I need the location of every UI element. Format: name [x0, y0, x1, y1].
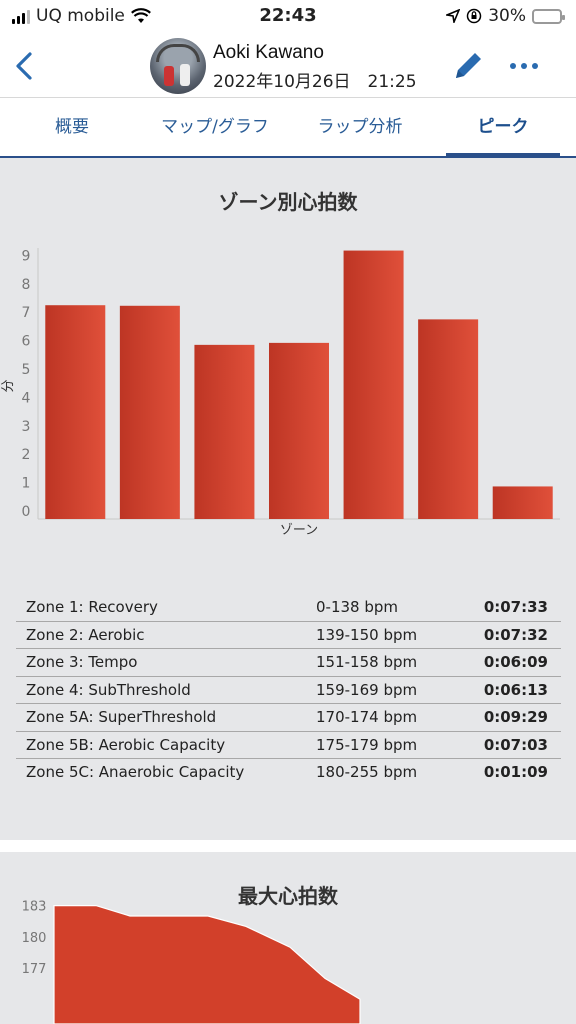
zone-range: 151-158 bpm [316, 653, 418, 671]
y-tick-label: 180 [22, 931, 47, 946]
back-icon[interactable] [10, 48, 40, 84]
y-tick-label: 177 [22, 962, 47, 977]
y-tick-label: 3 [22, 419, 31, 435]
zone-time: 0:07:32 [483, 625, 548, 644]
signal-icon [12, 8, 30, 24]
zone-time: 0:06:13 [483, 680, 548, 699]
zone-heart-rate-card: ゾーン別心拍数 0 1 2 3 4 5 6 7 8 9 分ゾーン Zone 1: Recovery 0… [0, 160, 576, 840]
zone-name: Zone 4: SubThreshold [26, 680, 191, 699]
battery-percent: 30% [488, 6, 526, 26]
x-axis-label: ゾーン [280, 523, 318, 538]
zone-row: Zone 5A: SuperThreshold 170-174 bpm 0:09:2… [16, 704, 561, 732]
avatar[interactable] [150, 38, 206, 94]
zone-time: 0:07:33 [483, 598, 548, 616]
zone-row: Zone 1: Recovery 0-138 bpm 0:07:33 [16, 594, 561, 622]
y-axis-label: 分 [1, 379, 16, 392]
bar-zone-3 [194, 344, 255, 519]
zone-table: Zone 1: Recovery 0-138 bpm 0:07:33 Zone 2: … [16, 594, 561, 787]
y-tick-label: 5 [22, 362, 31, 378]
tab-peak[interactable]: ピーク [446, 98, 560, 157]
max-hr-area [53, 905, 361, 1024]
pencil-icon[interactable] [448, 46, 488, 86]
zone-range: 159-169 bpm [316, 680, 418, 699]
battery-icon [532, 8, 565, 24]
zone-name: Zone 5B: Aerobic Capacity [26, 735, 226, 754]
tab-overview[interactable]: 概要 [55, 117, 89, 137]
bar-zone-5a [343, 250, 404, 519]
tab-map-graph[interactable]: マップ/グラフ [161, 117, 269, 137]
zone-row: Zone 4: SubThreshold 159-169 bpm 0:06:13 [16, 677, 561, 704]
status-bar: UQ mobile 22:43 30% [0, 0, 576, 34]
y-tick-label: 183 [22, 900, 47, 915]
tab-bar: 概要 マップ/グラフ ラップ分析 ピーク [0, 98, 576, 158]
zone-row: Zone 3: Tempo 151-158 bpm 0:06:09 [16, 649, 561, 677]
max-hr-title: 最大心拍数 [238, 884, 338, 908]
zone-name: Zone 3: Tempo [26, 653, 138, 671]
zone-name: Zone 5C: Anaerobic Capacity [26, 763, 245, 781]
zone-range: 180-255 bpm [316, 763, 418, 781]
zone-range: 0-138 bpm [316, 598, 399, 616]
y-tick-label: 8 [22, 277, 31, 293]
rotation-lock-icon [466, 8, 482, 24]
zone-name: Zone 1: Recovery [26, 598, 158, 616]
status-right: 30% [446, 6, 565, 26]
max-hr-area-chart: 183 180 177 [22, 900, 361, 1024]
zone-row: Zone 2: Aerobic 139-150 bpm 0:07:32 [16, 622, 561, 649]
carrier-name: UQ mobile [36, 6, 125, 26]
bar-zone-2 [119, 305, 180, 519]
y-tick-label: 6 [22, 334, 31, 350]
y-tick-label: 1 [22, 476, 31, 492]
zone-range: 170-174 bpm [316, 708, 418, 726]
user-name: Aoki Kawano [213, 42, 324, 63]
zone-time: 0:06:09 [483, 653, 548, 671]
bar-zone-4 [269, 342, 329, 519]
y-tick-label: 4 [22, 390, 31, 406]
section-divider [0, 840, 576, 852]
location-icon [446, 9, 461, 23]
zone-range: 175-179 bpm [316, 735, 418, 754]
more-options-icon[interactable] [510, 54, 550, 78]
activity-header: Aoki Kawano 2022年10月26日 21:25 [0, 34, 576, 98]
zone-time: 0:07:03 [483, 735, 548, 754]
zone-range: 139-150 bpm [316, 625, 418, 644]
zone-row: Zone 5B: Aerobic Capacity 175-179 bpm 0:07… [16, 732, 561, 759]
tab-lap-analysis[interactable]: ラップ分析 [317, 117, 403, 137]
carrier: UQ mobile [12, 6, 151, 26]
max-heart-rate-card: 最大心拍数 183 180 177 [0, 852, 576, 1024]
zone-chart-title: ゾーン別心拍数 [218, 190, 358, 214]
zone-name: Zone 5A: SuperThreshold [26, 708, 217, 726]
zone-time: 0:09:29 [483, 708, 548, 726]
bar-zone-5b [418, 319, 479, 519]
wifi-icon [130, 8, 151, 23]
zone-time: 0:01:09 [483, 763, 548, 781]
y-tick-label: 7 [22, 305, 31, 321]
y-tick-label: 9 [22, 248, 31, 264]
zone-row: Zone 5C: Anaerobic Capacity 180-255 bpm 0:… [16, 759, 561, 787]
clock: 22:43 [259, 5, 317, 26]
activity-date: 2022年10月26日 21:25 [213, 72, 417, 92]
y-tick-label: 0 [22, 504, 31, 520]
zone-name: Zone 2: Aerobic [26, 625, 145, 644]
bar-zone-1 [45, 305, 106, 519]
y-tick-label: 2 [22, 447, 31, 463]
bar-zone-5c [492, 486, 553, 519]
